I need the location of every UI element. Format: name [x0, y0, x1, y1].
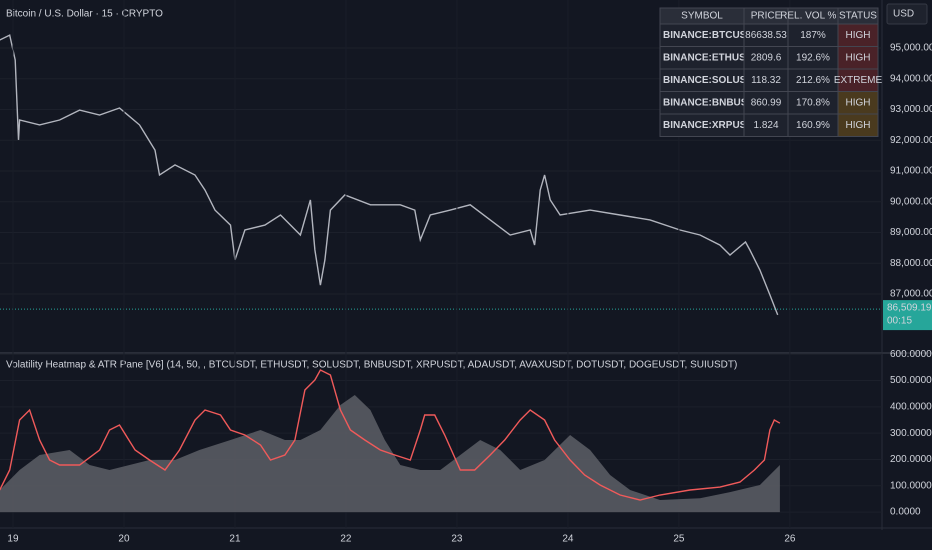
table-status: EXTREME: [834, 75, 883, 86]
table-symbol: BINANCE:BNBUSDT: [663, 97, 761, 108]
table-symbol: BINANCE:ETHUSDT: [663, 52, 759, 63]
currency-button[interactable]: [886, 3, 928, 25]
line: [0, 34, 779, 316]
table-status: HIGH: [846, 52, 871, 63]
table-rel-vol: 187%: [800, 30, 826, 41]
table-status: HIGH: [846, 30, 871, 41]
table-price: 860.99: [751, 97, 782, 108]
table-rel-vol: 160.9%: [796, 120, 830, 131]
y-tick-label: 300.0000: [890, 428, 932, 439]
table-rel-vol: 212.6%: [796, 75, 830, 86]
price-tag: [883, 300, 932, 331]
countdown: 00:15: [887, 316, 912, 327]
table-cell: [837, 113, 879, 137]
y-tick-label: 87,000.00: [890, 289, 932, 300]
currency: USD: [893, 9, 914, 20]
table-symbol: BINANCE:XRPUSDT: [663, 120, 760, 131]
price-label: 86,509.19: [887, 303, 932, 314]
x-tick-label: 22: [340, 534, 352, 545]
y-tick-label: 95,000.00: [890, 43, 932, 54]
table-header: PRICE: [751, 11, 782, 22]
line: [0, 369, 781, 501]
table-header: STATUS: [839, 11, 877, 22]
x-tick-label: 24: [562, 534, 574, 545]
table-header: REL. VOL % (): [780, 11, 846, 22]
y-tick-label: 90,000.00: [890, 196, 932, 207]
x-tick-label: 19: [7, 534, 19, 545]
table-header: SYMBOL: [681, 11, 723, 22]
table-symbol: BINANCE:SOLUSDT: [663, 75, 760, 86]
y-tick-label: 600.0000: [890, 349, 932, 360]
table-price: 118.32: [751, 75, 781, 86]
table-price: 86638.53: [745, 30, 787, 41]
y-tick-label: 200.0000: [890, 454, 932, 465]
table-status: HIGH: [846, 120, 871, 131]
table-rel-vol: 170.8%: [796, 97, 830, 108]
y-tick-label: 0.0000: [890, 507, 921, 518]
y-tick-label: 89,000.00: [890, 227, 932, 238]
y-tick-label: 91,000.00: [890, 166, 932, 177]
table-symbol: BINANCE:BTCUSDT: [663, 30, 760, 41]
x-tick-label: 21: [229, 534, 241, 545]
table-price: 2809.6: [751, 52, 782, 63]
table-price: 1.824: [753, 120, 778, 131]
y-tick-label: 100.0000: [890, 480, 932, 491]
x-tick-label: 23: [451, 534, 463, 545]
chart-title: Bitcoin / U.S. Dollar · 15 · CRYPTO: [6, 9, 163, 20]
y-tick-label: 400.0000: [890, 401, 932, 412]
x-tick-label: 20: [118, 534, 130, 545]
y-tick-label: 500.0000: [890, 375, 932, 386]
y-tick-label: 92,000.00: [890, 135, 932, 146]
y-tick-label: 94,000.00: [890, 73, 932, 84]
x-tick-label: 25: [673, 534, 685, 545]
y-tick-label: 93,000.00: [890, 104, 932, 115]
x-tick-label: 26: [784, 534, 796, 545]
table-rel-vol: 192.6%: [796, 52, 830, 63]
indicator-title: Volatility Heatmap & ATR Pane [V6] (14, …: [6, 360, 737, 371]
y-tick-label: 88,000.00: [890, 258, 932, 269]
table-status: HIGH: [846, 97, 871, 108]
